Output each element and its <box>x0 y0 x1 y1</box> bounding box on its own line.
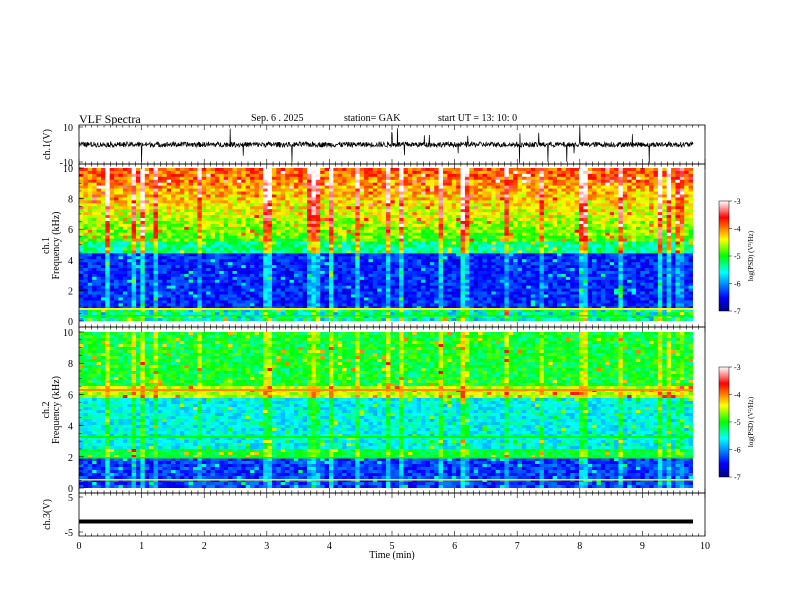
ch3-waveform-line <box>79 519 693 524</box>
ch2-colorbar-tick: -3 <box>734 363 741 372</box>
ch1-spectrogram-ytick: 4 <box>68 256 73 267</box>
ch1-spectrogram-ytick: 0 <box>68 317 73 328</box>
ch1-spectrogram-ytick: 2 <box>68 286 73 297</box>
ch2-spectrogram-ytick: 0 <box>68 484 73 495</box>
xtick-label: 7 <box>515 541 520 552</box>
date-label: Sep. 6 . 2025 <box>251 113 304 124</box>
ch3-ytick: 5 <box>68 493 73 504</box>
ch2-colorbar-tick: -5 <box>734 418 741 427</box>
ch1-line-low <box>79 315 693 317</box>
ch2-spectrogram-ytick: 4 <box>68 422 73 433</box>
ch2-3khz-line <box>79 436 693 438</box>
ch2-spectrogram-ylabel-freq: Frequency (kHz) <box>51 376 62 444</box>
ch2-spectrogram-ytick: 6 <box>68 390 73 401</box>
xtick-label: 0 <box>77 541 82 552</box>
ch1-spectrogram-ylabel-channel: ch.1 <box>41 237 52 254</box>
ch1-spectrogram-ytick: 10 <box>63 164 73 175</box>
ch1-colorbar-tick: -3 <box>734 197 741 206</box>
ch2-6khz-line <box>79 389 693 391</box>
xtick-label: 3 <box>264 541 269 552</box>
ch2-2khz-line <box>79 457 693 459</box>
ch2-spectrogram-ytick: 8 <box>68 359 73 370</box>
ch1-colorbar-tick: -4 <box>734 225 741 234</box>
xtick-label: 8 <box>577 541 582 552</box>
ch3-waveform-ylabel: ch.3(V) <box>42 499 53 530</box>
ch1-colorbar-tick: -6 <box>734 280 741 289</box>
colorbars: -3 -4 -5 -6 -7 log(PSD) (V²/Hz) -3 -4 -5 -6 -7 log(… <box>718 197 755 482</box>
xtick-label: 4 <box>327 541 332 552</box>
xtick-label: 5 <box>390 541 395 552</box>
ch1-ytick: -10 <box>60 158 73 169</box>
station-label: station= GAK <box>344 113 401 124</box>
xtick-label: 1 <box>139 541 144 552</box>
start-time-label: start UT = 13: 10: 0 <box>438 113 518 124</box>
ch1-ytick: 10 <box>63 123 73 134</box>
panel-frame-p4 <box>78 492 706 537</box>
ch3-ytick: -5 <box>65 528 73 539</box>
xtick-label: 9 <box>640 541 645 552</box>
ch1-spectrogram-ytick: 6 <box>68 225 73 236</box>
ch2-colorbar-tick: -7 <box>734 473 741 482</box>
xtick-label: 2 <box>202 541 207 552</box>
x-axis-label: Time (min) <box>369 550 414 561</box>
ch1-waveform-ylabel: ch.1(V) <box>42 129 53 160</box>
ch2-colorbar-label: log(PSD) (V²/Hz) <box>747 396 755 447</box>
xtick-label: 10 <box>700 541 710 552</box>
ch1-colorbar-tick: -5 <box>734 252 741 261</box>
ch1-spectrogram-image <box>79 168 693 321</box>
ch2-line-low <box>79 479 693 481</box>
waveform-layer <box>78 126 694 524</box>
ch2-spectrogram-ytick: 10 <box>63 328 73 339</box>
ch2-colorbar-gradient <box>718 366 730 478</box>
ch1-colorbar-tick: -7 <box>734 307 741 316</box>
figure-title: VLF Spectra <box>79 112 141 126</box>
ch1-spectrogram-ytick: 8 <box>68 195 73 206</box>
ch1-1khz-line <box>79 308 693 310</box>
ch2-spectrogram-image <box>79 332 693 488</box>
ch1-colorbar-gradient <box>718 200 730 312</box>
ch2-colorbar-tick: -4 <box>734 391 741 400</box>
xtick-label: 6 <box>452 541 457 552</box>
ch1-spectrogram-ylabel-freq: Frequency (kHz) <box>51 211 62 279</box>
ch2-spectrogram-ylabel-channel: ch.2 <box>41 402 52 419</box>
ch1-waveform-line <box>78 126 694 164</box>
ch2-spectrogram-ytick: 2 <box>68 453 73 464</box>
ch2-colorbar-tick: -6 <box>734 446 741 455</box>
ch1-colorbar-label: log(PSD) (V²/Hz) <box>747 230 755 281</box>
